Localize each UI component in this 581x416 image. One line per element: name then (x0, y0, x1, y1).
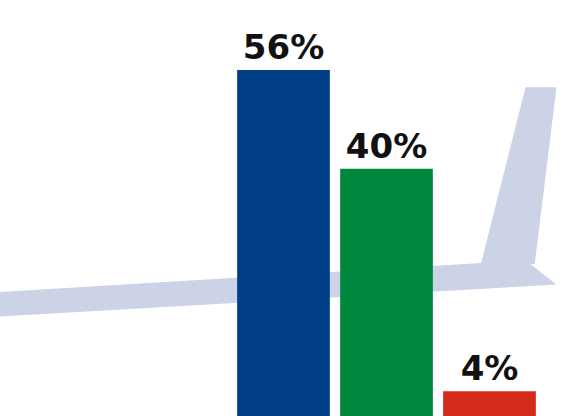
svg-text:40%: 40% (346, 126, 427, 166)
svg-text:4%: 4% (461, 348, 519, 388)
svg-text:56%: 56% (243, 27, 324, 67)
